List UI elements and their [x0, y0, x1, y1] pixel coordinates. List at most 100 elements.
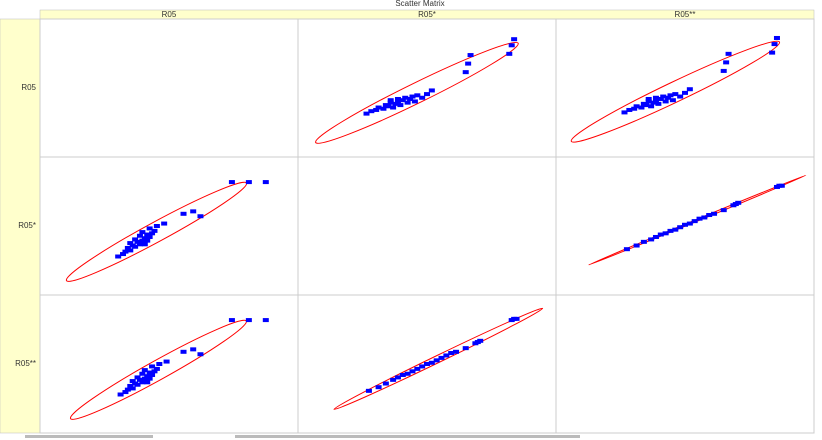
point: [769, 50, 776, 55]
point: [380, 106, 387, 111]
point: [115, 254, 122, 259]
point: [375, 105, 382, 110]
point: [127, 241, 134, 246]
point: [190, 209, 197, 214]
point: [390, 377, 397, 382]
point: [424, 92, 430, 97]
point: [662, 231, 669, 236]
point: [197, 214, 204, 219]
point: [262, 318, 269, 323]
point: [645, 99, 652, 104]
point: [382, 381, 389, 386]
point: [672, 227, 679, 232]
point: [399, 372, 406, 377]
row-header: R05*: [18, 221, 36, 230]
point: [424, 362, 430, 366]
point: [129, 379, 136, 384]
point: [134, 239, 141, 244]
point: [621, 110, 628, 115]
column-header: R05: [162, 10, 177, 19]
point: [409, 94, 416, 99]
point: [365, 388, 372, 393]
point: [245, 180, 252, 185]
point: [652, 234, 659, 239]
point: [696, 216, 703, 221]
point: [645, 96, 652, 101]
point: [163, 359, 170, 364]
point: [120, 252, 127, 257]
point: [129, 243, 136, 248]
point: [146, 376, 153, 381]
point: [399, 98, 406, 103]
point: [180, 349, 187, 354]
point: [404, 100, 411, 105]
point: [151, 369, 158, 374]
point: [453, 349, 460, 354]
point: [373, 107, 380, 112]
point: [144, 374, 151, 379]
point: [633, 243, 640, 248]
point: [419, 364, 426, 369]
point: [394, 96, 401, 101]
point: [146, 370, 153, 375]
point: [156, 362, 163, 366]
point: [672, 92, 679, 97]
point: [385, 104, 392, 109]
point: [122, 390, 129, 395]
point: [149, 372, 156, 377]
column-header: R05*: [418, 10, 436, 19]
point: [428, 360, 435, 365]
point: [368, 109, 375, 114]
scrollbar[interactable]: [235, 435, 580, 438]
point: [153, 224, 160, 228]
point: [151, 228, 158, 233]
point: [771, 42, 778, 47]
point: [506, 51, 513, 56]
point: [124, 245, 131, 250]
point: [144, 380, 151, 385]
point: [404, 371, 411, 376]
scrollbar[interactable]: [25, 435, 153, 438]
point: [141, 368, 148, 373]
point: [652, 98, 659, 103]
confidence-ellipse: [333, 307, 544, 410]
point: [669, 98, 676, 103]
point: [228, 318, 235, 323]
point: [402, 95, 409, 100]
point: [141, 236, 148, 241]
point: [725, 51, 732, 56]
point: [129, 386, 136, 391]
column-header: R05**: [675, 10, 696, 19]
point: [127, 248, 134, 253]
point: [655, 101, 662, 106]
point: [633, 104, 640, 109]
point: [124, 387, 131, 392]
point: [720, 208, 727, 213]
point: [662, 99, 669, 104]
point: [623, 247, 630, 252]
point: [465, 61, 472, 66]
point: [141, 376, 148, 381]
point: [414, 93, 421, 98]
confidence-ellipse: [570, 40, 781, 143]
point: [667, 93, 674, 98]
point: [443, 353, 450, 358]
point: [735, 200, 742, 205]
point: [657, 232, 664, 237]
point: [626, 107, 633, 112]
cell: [555, 294, 815, 434]
point: [132, 237, 139, 242]
point: [682, 222, 688, 227]
point: [511, 37, 518, 42]
point: [146, 226, 153, 231]
point: [508, 43, 515, 48]
point: [720, 68, 727, 73]
point: [448, 351, 455, 356]
point: [414, 366, 421, 371]
point: [394, 99, 401, 104]
point: [638, 105, 645, 110]
point: [648, 104, 655, 109]
point: [691, 219, 698, 224]
row-header-bar: [0, 18, 41, 434]
point: [136, 233, 143, 238]
